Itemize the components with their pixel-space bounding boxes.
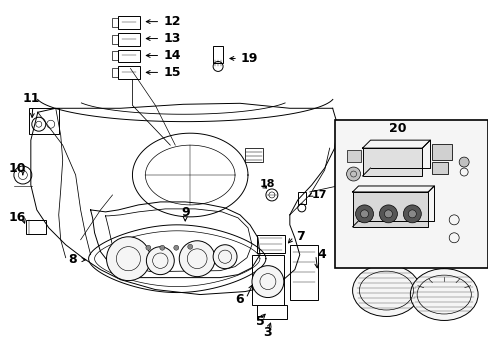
Text: 11: 11: [23, 92, 41, 105]
Circle shape: [346, 167, 360, 181]
Text: 10: 10: [9, 162, 26, 175]
Circle shape: [179, 241, 215, 276]
Bar: [431, 144, 451, 160]
Text: 7: 7: [295, 230, 304, 243]
Circle shape: [355, 205, 373, 223]
Bar: [118, 15, 140, 28]
Text: 13: 13: [163, 32, 181, 45]
Circle shape: [146, 247, 174, 275]
Bar: [251, 255, 283, 305]
Text: 17: 17: [311, 190, 326, 200]
Circle shape: [407, 210, 415, 218]
Text: 20: 20: [388, 122, 406, 135]
Bar: [352, 192, 427, 227]
Text: 2: 2: [376, 251, 385, 264]
Text: 4: 4: [317, 248, 326, 261]
Bar: [111, 18, 118, 27]
Circle shape: [384, 210, 392, 218]
Circle shape: [251, 266, 283, 298]
Text: 8: 8: [68, 253, 77, 266]
Bar: [118, 67, 140, 80]
Text: 12: 12: [163, 15, 181, 28]
Bar: [256, 305, 286, 319]
Bar: [334, 120, 487, 268]
Bar: [111, 35, 118, 44]
Circle shape: [160, 245, 164, 250]
Bar: [346, 150, 360, 162]
Circle shape: [458, 157, 468, 167]
Text: 16: 16: [9, 211, 26, 224]
Circle shape: [403, 205, 421, 223]
Text: 14: 14: [163, 49, 181, 62]
Ellipse shape: [409, 269, 477, 320]
Text: 1: 1: [436, 251, 445, 264]
Ellipse shape: [352, 265, 420, 316]
Bar: [213, 45, 223, 63]
Circle shape: [145, 245, 151, 250]
Bar: [362, 148, 422, 176]
Text: 15: 15: [163, 66, 181, 79]
Bar: [26, 220, 46, 234]
Circle shape: [360, 210, 368, 218]
Bar: [118, 32, 140, 45]
Bar: [118, 50, 140, 62]
Text: 6: 6: [235, 293, 244, 306]
Text: 19: 19: [241, 52, 258, 65]
Bar: [289, 245, 317, 300]
Bar: [297, 192, 305, 204]
Text: 9: 9: [181, 206, 189, 219]
Bar: [29, 108, 59, 134]
Text: 5: 5: [255, 315, 264, 328]
Circle shape: [173, 245, 179, 250]
Bar: [256, 235, 285, 253]
Bar: [111, 51, 118, 60]
Text: 18: 18: [260, 179, 275, 189]
Circle shape: [106, 237, 150, 280]
Bar: [431, 162, 447, 174]
Circle shape: [213, 245, 237, 269]
Bar: [244, 148, 263, 162]
Bar: [111, 68, 118, 77]
Text: 3: 3: [263, 326, 272, 339]
Circle shape: [379, 205, 397, 223]
Circle shape: [187, 244, 192, 249]
